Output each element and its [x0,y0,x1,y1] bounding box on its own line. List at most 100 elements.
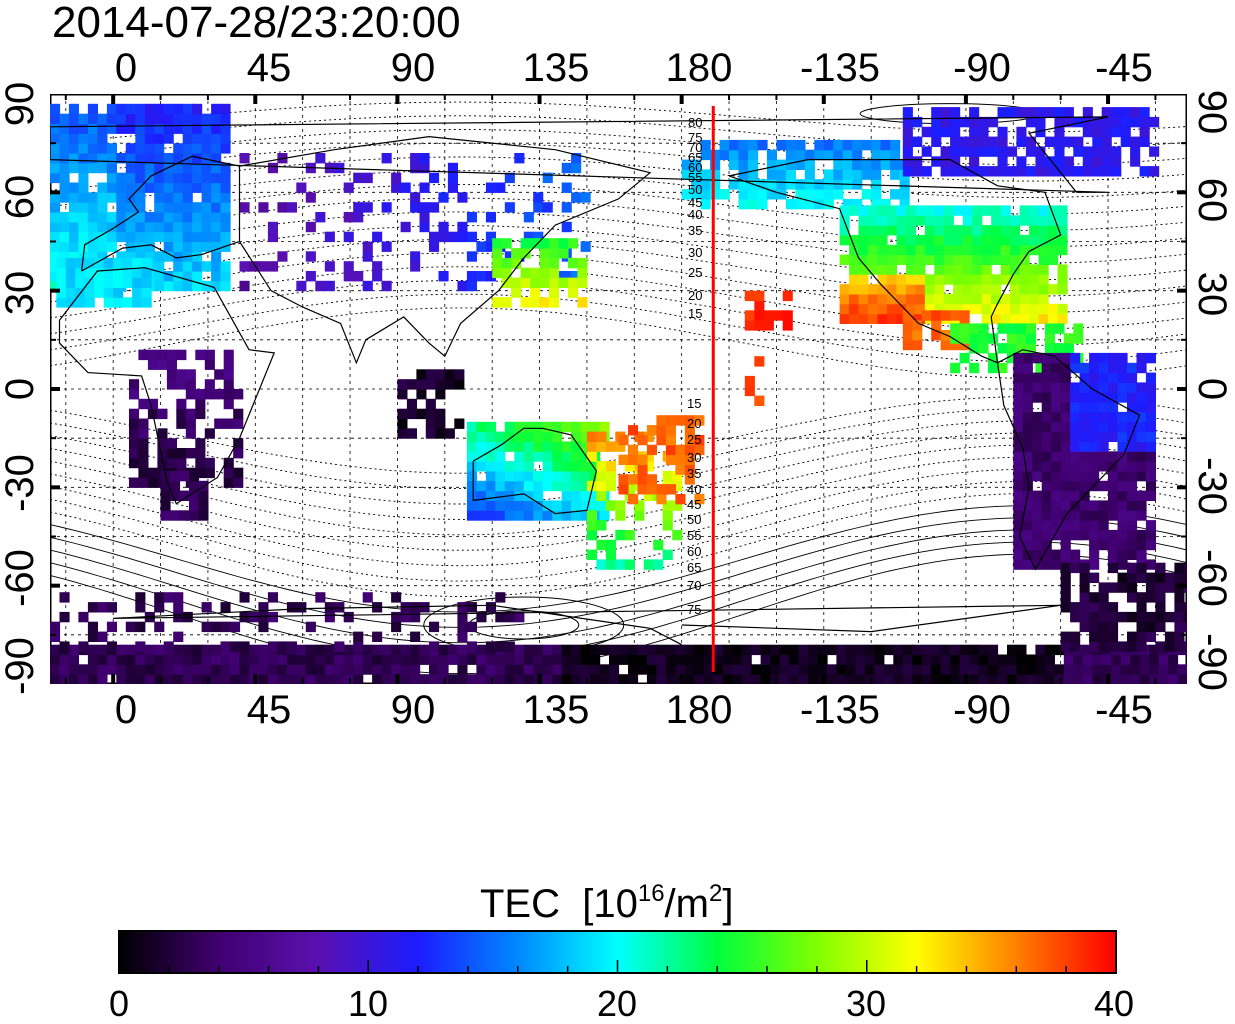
tec-cell [684,415,695,426]
tec-cell [931,116,942,128]
tec-cell [75,257,86,269]
tec-cell [741,674,752,684]
tec-cell [1089,520,1100,531]
tec-cell [1098,352,1109,364]
tec-cell [1117,582,1128,593]
tec-cell [391,654,402,665]
tec-cell [68,664,79,675]
tec-cell [176,418,187,429]
tec-cell [485,602,496,613]
tec-cell [1108,529,1119,541]
tec-cell [962,234,973,246]
tec-cell [315,674,326,684]
tec-cell [1038,205,1049,216]
tec-cell [129,457,140,469]
tec-cell [182,261,193,272]
tec-cell [160,490,171,501]
tec-cell [912,330,923,341]
tec-cell [267,674,278,684]
tec-cell [605,500,616,511]
tec-cell [154,162,165,174]
tec-cell [542,461,553,472]
tec-cell [195,398,206,410]
tec-cell [435,418,446,429]
tec-cell [921,644,932,656]
tec-cell [419,644,430,656]
tec-cell [211,133,222,144]
tec-cell [1127,510,1138,521]
tec-cell [1010,264,1021,275]
tec-cell [1073,136,1084,147]
tec-cell [372,654,383,665]
tec-cell [504,510,515,521]
tec-cell [1063,107,1074,118]
tec-cell [277,251,288,262]
tec-cell [896,303,907,315]
tec-cell [59,674,70,684]
tec-cell [447,182,458,193]
tec-cell [75,277,86,288]
tec-cell [132,277,143,288]
tec-cell [438,654,449,665]
tec-cell [78,202,89,213]
tec-cell [912,654,923,665]
tec-cell [858,254,869,265]
tec-cell [1136,602,1147,613]
tec-cell [596,431,607,442]
tec-cell [154,280,165,292]
tec-cell [249,664,260,675]
tec-cell [466,212,477,223]
tec-cell [1025,146,1036,157]
tec-cell [1082,644,1093,656]
tec-cell [1108,362,1119,374]
tec-cell [1145,382,1156,393]
tec-cell [842,169,853,180]
tec-cell [605,441,616,452]
tec-cell [201,172,212,184]
tec-cell [211,231,222,243]
tec-cell [192,143,203,154]
tec-cell [125,221,136,233]
tec-cell [504,654,515,665]
tec-cell [277,674,288,684]
tec-cell [549,287,560,298]
tec-cell [656,434,667,446]
tec-cell [997,126,1008,138]
tec-cell [586,441,597,452]
tec-cell [514,644,525,656]
tec-cell [466,641,477,652]
contour-label: 40 [687,482,701,497]
tec-cell [580,490,591,501]
tec-cell [748,139,759,151]
tec-cell [902,116,913,128]
tec-cell [1007,664,1018,675]
tec-cell [839,205,850,216]
coastlines [50,116,1141,646]
tec-cell [1013,362,1024,374]
tec-cell [163,133,174,144]
tec-cell [97,231,108,243]
tec-cell [87,143,98,154]
tec-cell [1145,559,1156,570]
tec-cell [896,313,907,324]
tec-cell [1079,421,1090,433]
tec-cell [1070,529,1081,541]
tec-cell [113,287,124,298]
tec-cell [391,592,402,603]
tec-cell [1041,520,1052,531]
tec-cell [84,277,95,288]
tec-cell [106,143,117,154]
tec-cell [754,290,765,302]
contour-label: 55 [687,528,701,543]
tec-cell [353,212,364,223]
tec-cell [842,198,853,210]
tec-cell [182,113,193,125]
tec-cell [125,654,136,665]
tec-cell [495,431,506,442]
tec-cell [656,644,667,656]
tec-cell [84,297,95,308]
tec-cell [1041,352,1052,364]
tec-cell [1098,631,1109,642]
tec-cell [858,264,869,275]
tec-cell [887,215,898,226]
